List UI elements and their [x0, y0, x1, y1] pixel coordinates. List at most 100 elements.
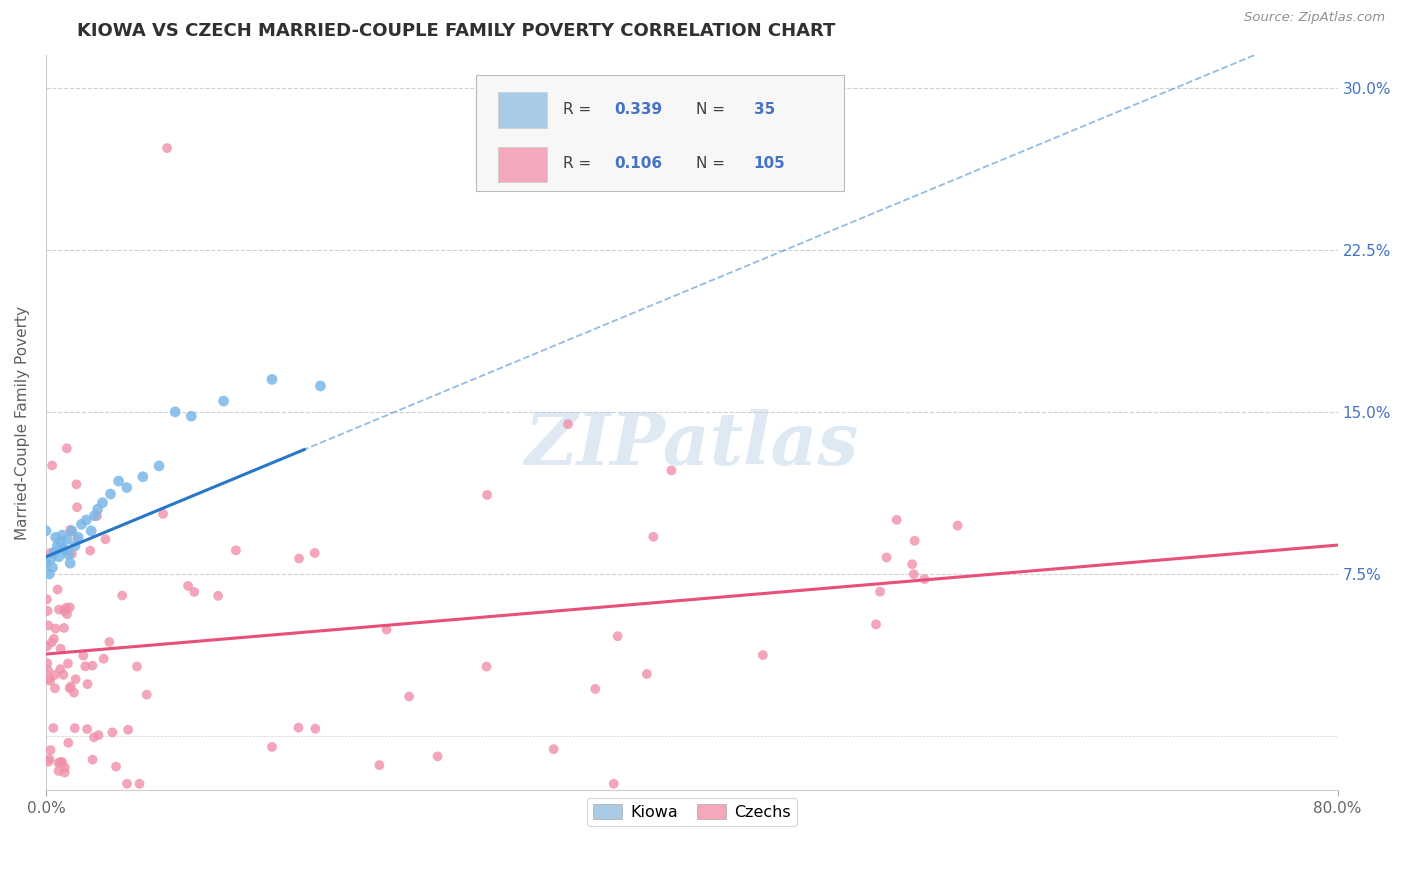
Point — [91, 496, 114, 510]
Point — [46, 582, 69, 597]
Point — [53, 543, 76, 558]
Point — [63, 686, 86, 700]
Point — [904, 533, 927, 548]
Legend: Kiowa, Czechs: Kiowa, Czechs — [586, 797, 797, 826]
Point — [59, 600, 82, 615]
Point — [636, 667, 658, 681]
Point — [49, 662, 72, 676]
Point — [177, 579, 200, 593]
Point — [107, 474, 129, 488]
Point — [115, 481, 138, 495]
Text: R =: R = — [562, 102, 596, 117]
Point — [83, 508, 105, 523]
Point — [53, 760, 76, 774]
Point — [51, 528, 73, 542]
Text: N =: N = — [696, 102, 730, 117]
Point — [35, 592, 58, 607]
Point — [42, 632, 65, 646]
Point — [661, 463, 683, 477]
Point — [83, 731, 105, 745]
Point — [98, 635, 121, 649]
Point — [886, 513, 908, 527]
Point — [72, 648, 94, 663]
Point — [70, 517, 93, 532]
Point — [375, 623, 398, 637]
Point — [207, 589, 229, 603]
Point — [869, 584, 891, 599]
Point — [49, 755, 72, 769]
Point — [59, 680, 82, 694]
Point — [304, 722, 326, 736]
Point — [752, 648, 775, 662]
Point — [39, 743, 62, 757]
Point — [56, 657, 79, 671]
Point — [80, 524, 103, 538]
Point — [309, 379, 332, 393]
Point — [35, 524, 58, 538]
Point — [368, 758, 391, 772]
Point — [225, 543, 247, 558]
Point — [117, 723, 139, 737]
Point — [65, 477, 87, 491]
Point — [59, 523, 82, 537]
Point — [48, 549, 70, 564]
Point — [901, 558, 924, 572]
Point — [38, 752, 60, 766]
Point — [86, 502, 108, 516]
Point — [49, 641, 72, 656]
Point — [105, 759, 128, 773]
FancyBboxPatch shape — [498, 146, 547, 182]
Point — [148, 458, 170, 473]
Point — [304, 546, 326, 560]
Point — [59, 556, 82, 570]
Point — [44, 622, 66, 636]
Point — [45, 530, 67, 544]
Point — [39, 546, 62, 560]
Point — [35, 556, 58, 570]
Point — [75, 659, 97, 673]
Point — [602, 777, 624, 791]
Point — [914, 572, 936, 586]
Point — [53, 765, 76, 780]
Point — [865, 617, 887, 632]
Point — [63, 721, 86, 735]
Point — [643, 530, 665, 544]
Text: 0.339: 0.339 — [614, 102, 662, 117]
FancyBboxPatch shape — [477, 75, 844, 191]
Point — [48, 764, 70, 778]
Point — [946, 518, 969, 533]
Point — [903, 567, 925, 582]
Point — [152, 507, 174, 521]
Point — [63, 539, 86, 553]
Text: 0.106: 0.106 — [614, 156, 662, 171]
Point — [100, 487, 122, 501]
Point — [398, 690, 420, 704]
Point — [76, 722, 98, 736]
Point — [49, 534, 72, 549]
Point — [260, 372, 283, 386]
Point — [56, 607, 79, 622]
Point — [37, 604, 59, 618]
Point — [53, 604, 76, 618]
Point — [180, 409, 202, 424]
Text: 105: 105 — [754, 156, 786, 171]
Point — [111, 589, 134, 603]
Point — [67, 530, 90, 544]
Point — [93, 651, 115, 665]
Point — [94, 533, 117, 547]
Point — [37, 656, 59, 670]
Point — [82, 753, 104, 767]
Point — [543, 742, 565, 756]
Point — [37, 755, 59, 769]
Point — [475, 659, 498, 673]
Point — [583, 681, 606, 696]
Point — [59, 681, 82, 696]
Point — [287, 721, 309, 735]
Point — [37, 640, 59, 654]
Point — [60, 524, 83, 538]
Point — [48, 756, 70, 770]
Text: 35: 35 — [754, 102, 775, 117]
Point — [66, 500, 89, 515]
Point — [55, 600, 77, 615]
Point — [37, 663, 59, 677]
